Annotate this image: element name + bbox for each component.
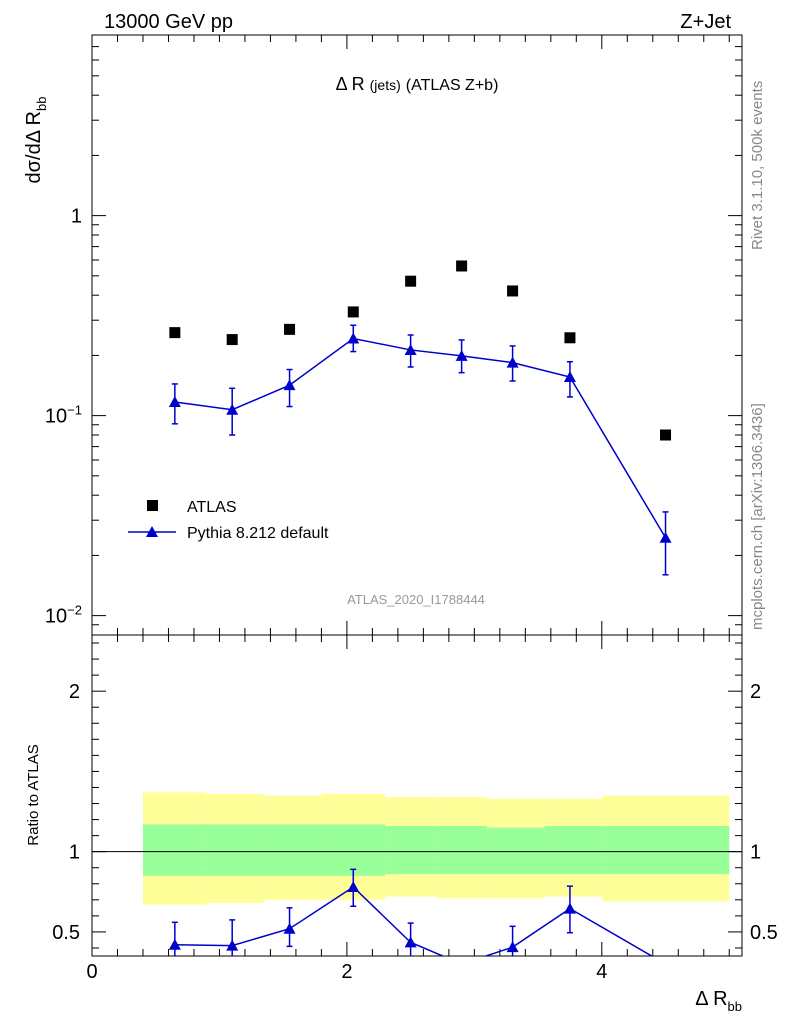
ratio-band-inner	[487, 827, 545, 875]
ratio-data-point	[506, 941, 519, 953]
ratio-data-point	[283, 922, 296, 934]
ratio-y-tick-label-right: 2	[750, 681, 761, 703]
x-tick-label: 2	[341, 961, 352, 983]
plot-title-tail: (ATLAS Z+b)	[406, 77, 499, 94]
mcplots-site-label: mcplots.cern.ch [arXiv:1306.3436]	[749, 403, 766, 630]
y-tick-label: 1	[71, 206, 82, 228]
main-y-axis-title-sub: bb	[34, 97, 49, 111]
analysis-tag: ATLAS_2020_I1788444	[347, 592, 485, 607]
x-axis-title-sub: bb	[728, 999, 742, 1014]
pythia-data-point	[563, 370, 576, 382]
ratio-band-inner	[601, 825, 730, 875]
pythia-data-point	[283, 379, 296, 391]
ratio-y-tick-label-left: 1	[69, 842, 80, 864]
pythia-data-point	[226, 403, 239, 415]
ratio-band-inner	[321, 824, 386, 876]
y-tick-label: 10−1	[45, 403, 82, 428]
y-tick-label-base: 1	[71, 206, 82, 228]
legend: ATLAS Pythia 8.212 default	[128, 499, 329, 542]
ratio-y-tick-labels: 0.5 0.5 1 1 2 2	[52, 681, 778, 944]
atlas-data-point	[226, 334, 238, 346]
ratio-data-point	[404, 936, 417, 948]
ratio-y-tick-label-right: 1	[750, 842, 761, 864]
ratio-band-inner	[436, 825, 488, 875]
atlas-data-point	[169, 327, 181, 339]
pythia-data-point	[347, 332, 360, 344]
main-y-axis-title-text: dσ/dΔ R	[23, 111, 45, 183]
rivet-version-label: Rivet 3.1.10, 500k events	[749, 81, 766, 250]
ratio-band-inner	[544, 825, 602, 875]
atlas-data-point	[405, 275, 417, 287]
y-tick-label: 10−2	[45, 603, 82, 628]
ratio-y-tick-label-right: 0.5	[750, 922, 778, 944]
main-plot-frame	[91, 34, 743, 636]
y-tick-label-exponent: −1	[67, 403, 82, 418]
pythia-data-point	[455, 349, 468, 361]
ratio-plot-frame	[91, 634, 743, 957]
energy-label: 13000 GeV pp	[104, 11, 233, 33]
legend-atlas-marker	[147, 500, 158, 511]
main-y-tick-labels: 110−110−2	[45, 206, 82, 628]
ratio-y-axis-title: Ratio to ATLAS	[25, 744, 42, 845]
y-tick-label-base: 10	[45, 406, 67, 428]
pythia-data-point	[168, 395, 181, 407]
pythia-series-line	[174, 337, 667, 539]
process-label: Z+Jet	[680, 11, 731, 33]
atlas-data-point	[564, 332, 576, 344]
plot-title-main: Δ R	[336, 74, 365, 94]
ratio-y-tick-label-left: 0.5	[52, 922, 80, 944]
ratio-band-inner	[264, 824, 322, 876]
atlas-data-point	[456, 260, 468, 272]
legend-atlas-label: ATLAS	[187, 499, 237, 516]
legend-pythia-label: Pythia 8.212 default	[187, 525, 329, 542]
ratio-plot-area	[91, 635, 742, 956]
x-axis-title: Δ Rbb	[695, 988, 742, 1014]
x-axis-title-text: Δ R	[695, 988, 727, 1010]
plot-title-sub: (jets)	[370, 77, 401, 93]
atlas-data-point	[507, 285, 519, 297]
ratio-series-group	[168, 868, 654, 956]
ratio-data-point	[347, 880, 360, 892]
x-tick-label: 0	[86, 961, 97, 983]
main-plot-area	[91, 34, 742, 636]
pythia-data-point	[506, 356, 519, 368]
ratio-data-point	[563, 902, 576, 914]
atlas-data-point	[347, 306, 359, 318]
ratio-band-inner	[385, 825, 437, 875]
ratio-data-point	[226, 939, 239, 951]
pythia-data-point	[659, 531, 672, 543]
main-y-axis-title: dσ/dΔ Rbb	[23, 97, 49, 184]
ratio-band-inner	[142, 824, 207, 876]
y-tick-label-base: 10	[45, 606, 67, 628]
atlas-data-point	[284, 323, 296, 335]
ratio-band-inner	[206, 824, 265, 876]
pythia-data-point	[404, 343, 417, 355]
atlas-data-point	[660, 429, 672, 441]
y-tick-label-exponent: −2	[67, 603, 82, 618]
plot-title: Δ R (jets) (ATLAS Z+b)	[336, 74, 499, 94]
x-tick-label: 4	[596, 961, 607, 983]
x-tick-labels: 0 2 4	[86, 961, 607, 983]
ratio-data-point	[168, 938, 181, 950]
ratio-y-tick-label-left: 2	[69, 681, 80, 703]
legend-pythia-marker	[146, 526, 158, 537]
